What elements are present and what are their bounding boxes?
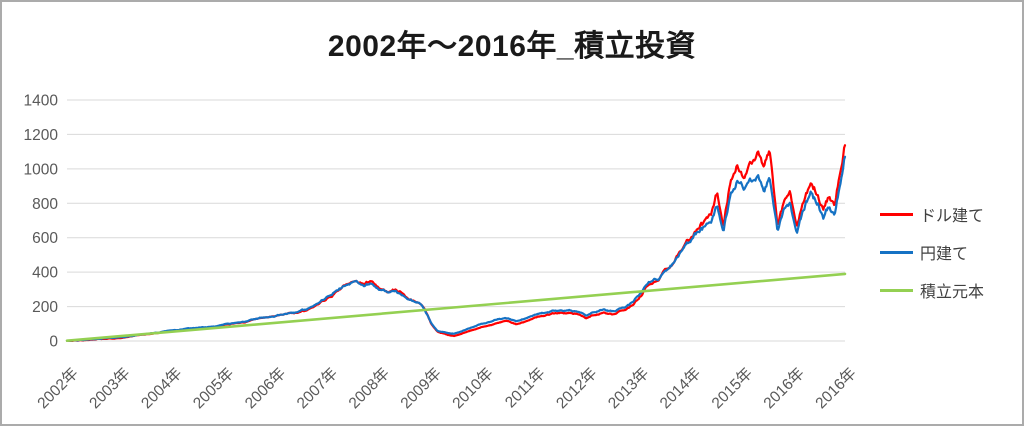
x-axis-tick-label: 2009年 <box>397 364 445 412</box>
x-axis-tick-label: 2014年 <box>656 364 704 412</box>
y-axis-tick-label: 1400 <box>24 93 59 110</box>
principal-line-swatch-icon <box>880 288 913 292</box>
y-axis-tick-label: 0 <box>49 334 58 351</box>
x-axis-tick-label: 2002年 <box>34 364 82 412</box>
y-axis-tick-label: 200 <box>32 299 58 316</box>
chart-title: 2002年～2016年_積立投資 <box>327 30 697 63</box>
x-axis-tick-label: 2004年 <box>137 364 185 412</box>
series-line-yen <box>65 155 847 342</box>
x-axis-tick-label: 2010年 <box>449 364 497 412</box>
x-axis-tick-label: 2013年 <box>604 364 652 412</box>
x-axis-tick-label: 2012年 <box>552 364 600 412</box>
x-axis-tick-label: 2003年 <box>86 364 134 412</box>
x-axis-tick-label: 2011年 <box>501 364 548 411</box>
x-axis-tick-label: 2008年 <box>345 364 393 412</box>
legend: ドル建て 円建て 積立元本 <box>880 204 984 318</box>
series-line-principal <box>65 272 847 342</box>
legend-item-yen: 円建て <box>880 242 984 263</box>
legend-label-principal: 積立元本 <box>920 284 985 301</box>
legend-item-dollar: ドル建て <box>880 204 985 225</box>
legend-label-yen: 円建て <box>920 246 969 263</box>
series-line-dollar <box>65 144 847 342</box>
yen-line-swatch-icon <box>880 250 913 254</box>
x-axis-tick-label: 2015年 <box>708 364 756 412</box>
y-axis-tick-label: 1000 <box>24 161 59 178</box>
y-axis-tick-label: 400 <box>32 265 58 282</box>
y-axis-tick-label: 800 <box>32 196 58 213</box>
x-axis-tick-label: 2005年 <box>189 364 237 412</box>
dollar-line-swatch-icon <box>880 212 913 216</box>
legend-item-principal: 積立元本 <box>880 280 985 301</box>
x-axis-tick-label: 2007年 <box>293 364 341 412</box>
legend-label-dollar: ドル建て <box>920 208 985 225</box>
y-axis-tick-label: 1200 <box>24 127 59 144</box>
y-axis-tick-label: 600 <box>32 230 58 247</box>
x-axis-tick-label: 2016年 <box>812 364 860 412</box>
x-axis-tick-label: 2016年 <box>760 364 808 412</box>
x-axis-tick-label: 2006年 <box>241 364 289 412</box>
